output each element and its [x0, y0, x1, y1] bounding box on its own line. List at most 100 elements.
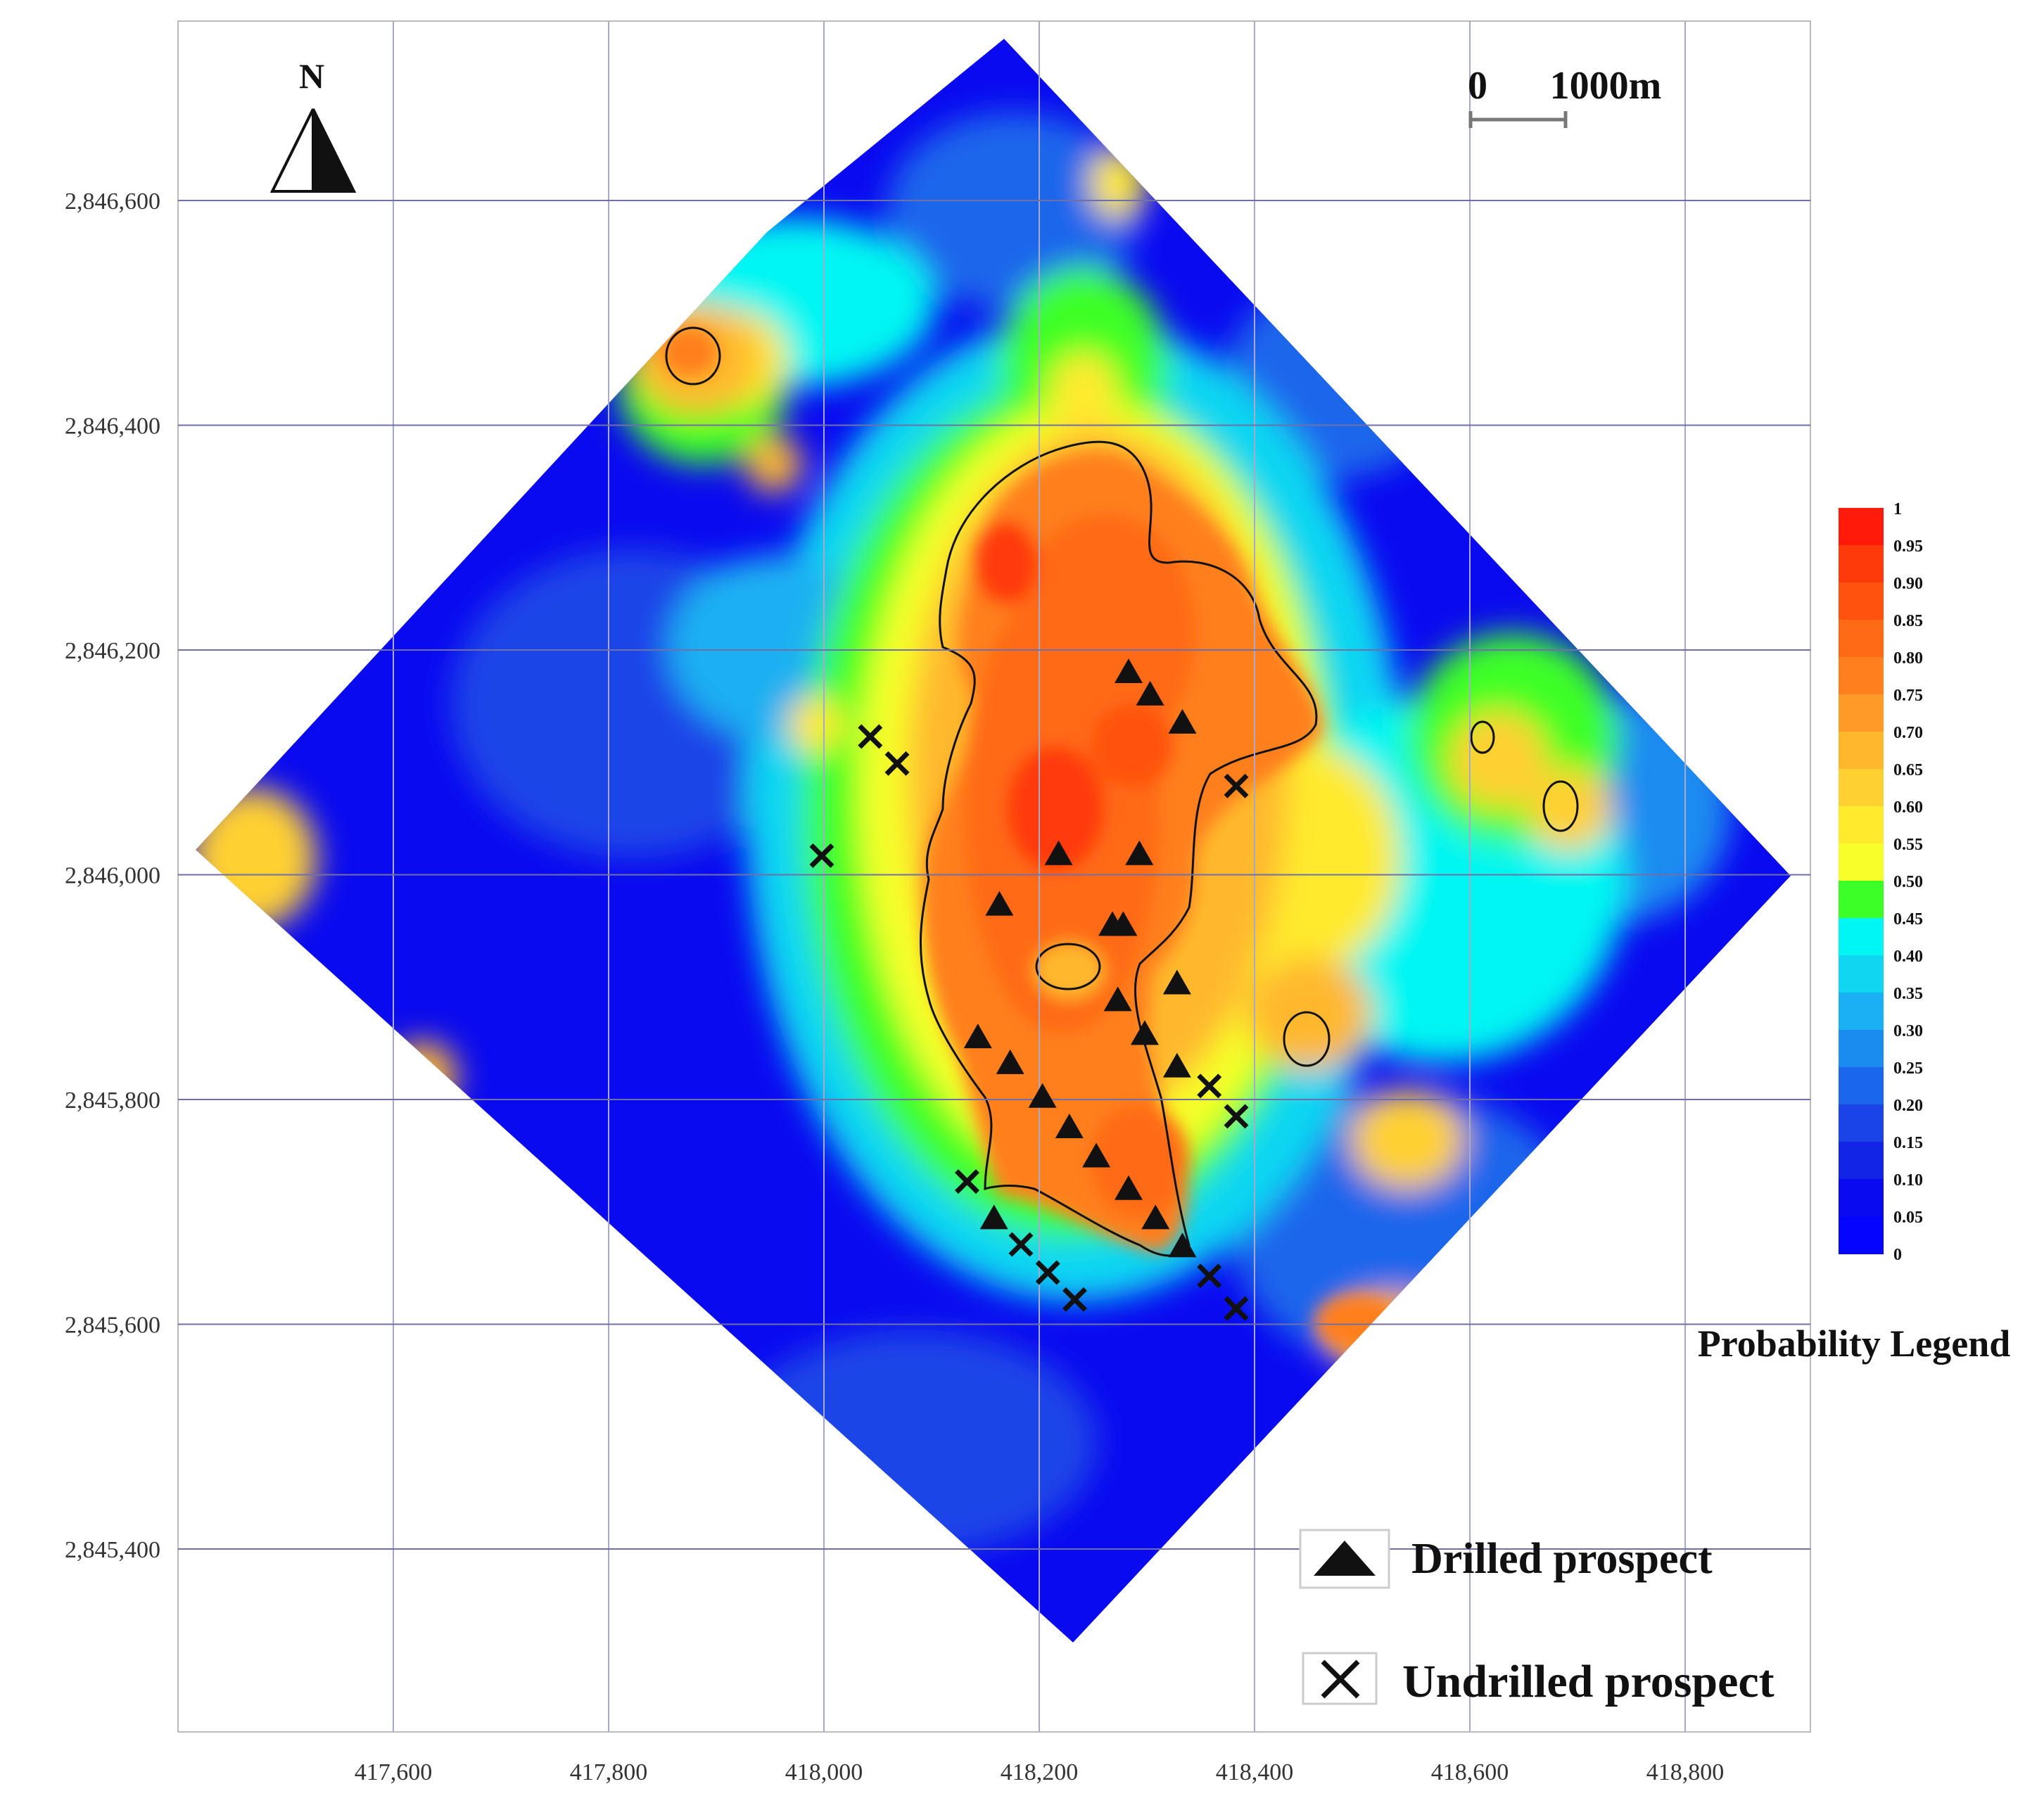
legend-tick-label: 0.45 [1893, 910, 1923, 929]
drilled-prospect-triangle-icon [1109, 911, 1138, 936]
y-tick-label: 2,845,400 [65, 1537, 160, 1563]
undrilled-prospect-x-icon [1224, 1104, 1249, 1129]
probability-contour-island [665, 326, 721, 385]
legend-color-swatch [1839, 545, 1884, 583]
undrilled-legend-x-icon [1321, 1659, 1360, 1699]
y-tick-label: 2,846,600 [65, 189, 160, 215]
drilled-prospect-triangle-icon [979, 1204, 1008, 1230]
legend-tick-label: 0.65 [1893, 761, 1923, 779]
undrilled-prospect-x-icon [1224, 1296, 1249, 1321]
probability-legend: 1 0.95 0.90 0.85 0.80 0.75 0.70 0.65 0.60 0.55 0.5… [1698, 500, 2011, 1365]
drilled-prospect-triangle-icon [963, 1024, 992, 1049]
legend-tick-label: 0.55 [1893, 836, 1923, 854]
drilled-prospect-triangle-icon [1136, 680, 1164, 706]
x-tick-label: 417,800 [570, 1759, 648, 1785]
legend-tick-label: 0.85 [1893, 612, 1923, 630]
drilled-prospect-triangle-icon [996, 1049, 1024, 1074]
x-tick-label: 418,000 [785, 1759, 863, 1785]
legend-tick-label: 0.50 [1893, 873, 1923, 891]
legend-color-swatch [1839, 582, 1884, 620]
probability-surface [196, 39, 1791, 1643]
legend-color-swatch [1839, 694, 1884, 732]
drilled-prospect-triangle-icon [1103, 986, 1132, 1012]
undrilled-prospect-markers [809, 724, 1249, 1321]
probability-contour-island [1542, 780, 1579, 832]
y-tick-label: 2,845,800 [65, 1088, 160, 1114]
drilled-prospect-triangle-icon [1141, 1204, 1170, 1230]
legend-tick-label: 0.10 [1893, 1171, 1923, 1190]
y-tick-label: 2,846,200 [65, 638, 160, 664]
legend-color-swatch [1839, 955, 1884, 993]
legend-color-swatch [1839, 918, 1884, 956]
legend-color-swatch [1839, 1030, 1884, 1068]
x-tick-label: 418,400 [1216, 1759, 1294, 1785]
x-tick-label: 417,600 [355, 1759, 433, 1785]
drilled-legend-label: Drilled prospect [1411, 1535, 1713, 1583]
legend-tick-label: 0.70 [1893, 724, 1923, 742]
legend-color-swatch [1839, 1067, 1884, 1105]
drilled-prospect-triangle-icon [1055, 1113, 1084, 1138]
drilled-prospect-triangle-icon [1082, 1142, 1111, 1168]
legend-tick-label: 0.35 [1893, 985, 1923, 1003]
drilled-prospect-triangle-icon [1125, 840, 1154, 865]
drilled-prospect-triangle-icon [1162, 1052, 1191, 1078]
legend-color-swatch [1839, 1142, 1884, 1180]
undrilled-prospect-x-icon [1224, 773, 1249, 798]
north-arrow-left-half [269, 108, 315, 193]
scale-bar-start-label: 0 [1468, 64, 1487, 108]
drilled-prospect-triangle-icon [1168, 708, 1197, 734]
undrilled-prospect-x-icon [955, 1169, 979, 1194]
undrilled-prospect-x-icon [1197, 1073, 1222, 1099]
scale-bar-end-label: 1000m [1550, 64, 1662, 108]
drilled-prospect-triangle-icon [985, 891, 1014, 916]
undrilled-legend-label: Undrilled prospect [1402, 1656, 1775, 1707]
north-arrow: N [269, 56, 357, 193]
probability-contour-island [1035, 943, 1101, 990]
undrilled-prospect-x-icon [1062, 1287, 1087, 1312]
y-tick-label: 2,846,400 [65, 414, 160, 440]
north-arrow-right-half [312, 108, 357, 193]
y-axis-tick-labels: 2,846,600 2,846,400 2,846,200 2,846,000 2,84… [65, 189, 160, 1563]
legend-tick-label: 0.80 [1893, 649, 1923, 668]
north-arrow-label: N [299, 56, 324, 96]
legend-color-swatch [1839, 620, 1884, 658]
undrilled-prospect-x-icon [884, 751, 910, 776]
legend-tick-label: 0.25 [1893, 1059, 1923, 1078]
legend-tick-label: 0.95 [1893, 537, 1923, 556]
feature-legend: Drilled prospect Undrilled prospect [1299, 1529, 1775, 1707]
legend-tick-label: 0.90 [1893, 575, 1923, 593]
undrilled-prospect-x-icon [1197, 1263, 1222, 1289]
legend-tick-label: 0.75 [1893, 687, 1923, 705]
probability-legend-ticks: 1 0.95 0.90 0.85 0.80 0.75 0.70 0.65 0.60 0.55 0.5… [1893, 500, 1923, 1264]
drilled-prospect-triangle-icon [1114, 658, 1143, 683]
drilled-legend-triangle-icon [1314, 1541, 1376, 1576]
scale-bar: 0 1000m [1468, 64, 1661, 128]
drilled-prospect-triangle-icon [1130, 1020, 1159, 1045]
drilled-prospect-triangle-icon [1044, 840, 1073, 865]
drilled-prospect-triangle-icon [1028, 1083, 1057, 1108]
drilled-prospect-triangle-icon [1114, 1175, 1143, 1200]
legend-tick-label: 0 [1893, 1246, 1902, 1264]
legend-tick-label: 0.40 [1893, 948, 1923, 966]
y-tick-label: 2,846,000 [65, 863, 160, 889]
undrilled-prospect-x-icon [1035, 1260, 1060, 1285]
legend-tick-label: 0.20 [1893, 1097, 1923, 1115]
probability-contour-island [1283, 1011, 1331, 1067]
legend-color-swatch [1839, 843, 1884, 881]
probability-legend-colorbar [1839, 508, 1884, 1254]
x-axis-tick-labels: 417,600 417,800 418,000 418,200 418,400 418,6… [355, 1759, 1725, 1785]
undrilled-prospect-x-icon [858, 724, 883, 749]
legend-color-swatch [1839, 1179, 1884, 1217]
drilled-prospect-triangle-icon [1162, 969, 1191, 995]
drilled-prospect-triangle-icon [1168, 1232, 1197, 1258]
x-tick-label: 418,600 [1431, 1759, 1509, 1785]
grid-lines [178, 21, 1810, 1732]
undrilled-prospect-x-icon [809, 843, 834, 868]
drilled-prospect-markers [963, 658, 1197, 1258]
legend-color-swatch [1839, 1216, 1884, 1254]
y-tick-label: 2,845,600 [65, 1313, 160, 1339]
legend-color-swatch [1839, 993, 1884, 1031]
x-tick-label: 418,200 [1001, 1759, 1079, 1785]
legend-color-swatch [1839, 1104, 1884, 1142]
